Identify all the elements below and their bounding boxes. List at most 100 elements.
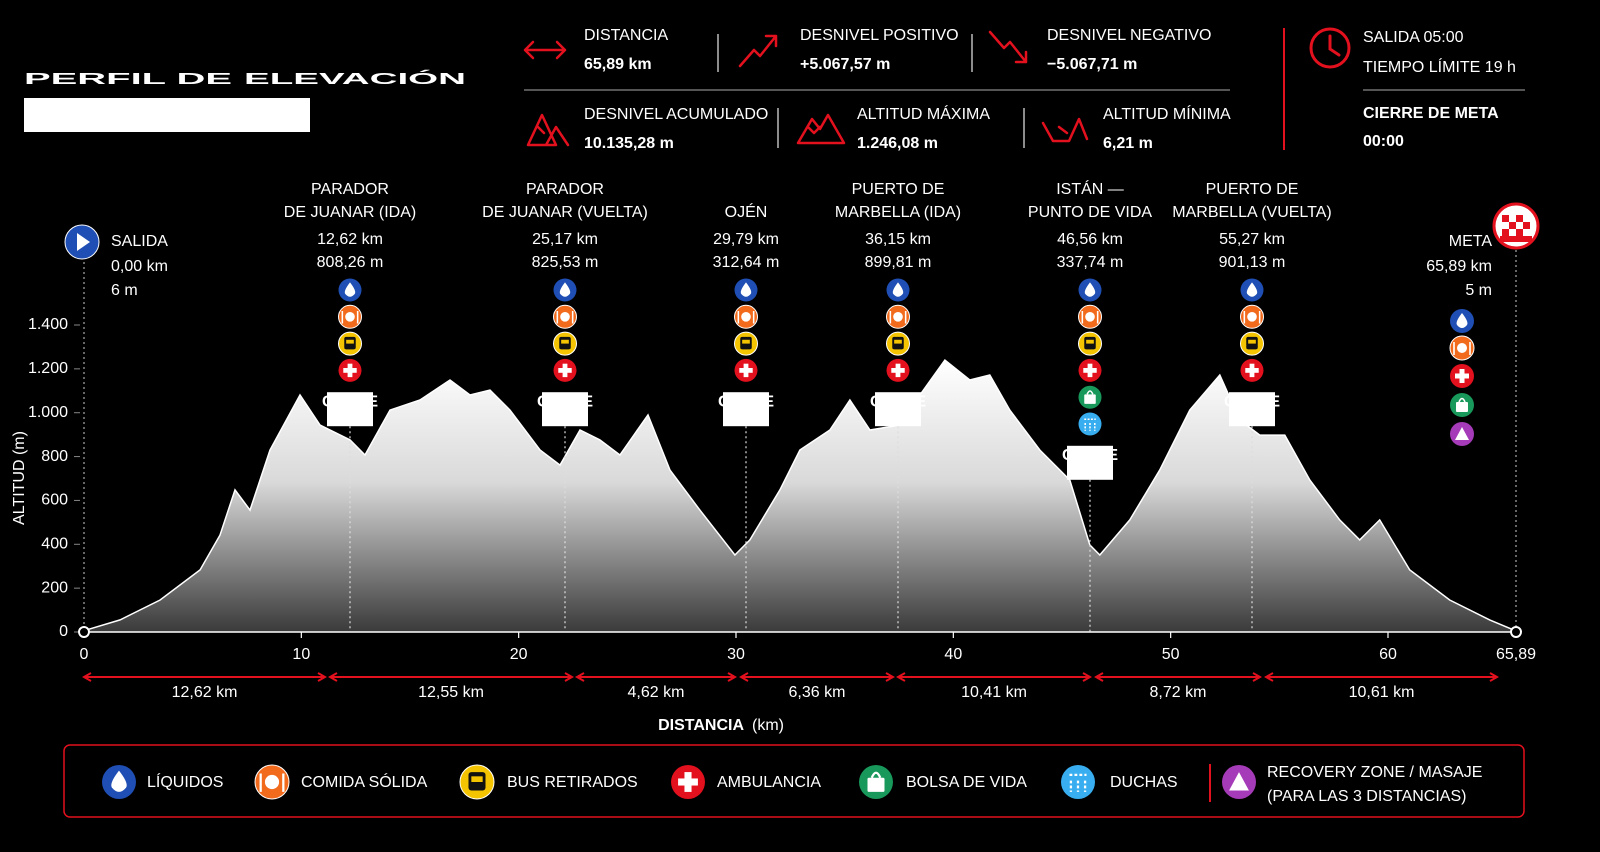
stat-label: DESNIVEL POSITIVO [800,27,959,44]
start-km: 0,00 km [111,258,168,275]
checkpoint-km: 12,62 km [317,231,383,248]
checkpoint-name: PARADOR [526,181,604,198]
cut-label: CORTE [1224,393,1280,410]
legend-label: COMIDA SÓLIDA [301,772,428,791]
icon-glyph [741,312,751,322]
cut-time: 15:00 [878,407,919,424]
checkpoint-name: OJÉN [725,202,768,221]
cut-label: CORTE [322,393,378,410]
cut-box [542,392,588,427]
legend-box [63,744,1525,818]
cut-label: CORTE [718,393,774,410]
schedule-finish-time: 00:00 [1363,133,1404,150]
checkpoint-altitude: 899,81 m [865,254,932,271]
cut-box [327,392,373,427]
icon-glyph [1453,342,1471,355]
icon-glyph [1086,339,1094,344]
checkpoint-name: PUERTO DE [852,181,945,198]
x-tick-label: 65,89 [1496,646,1536,663]
segment-arrow [1263,672,1500,682]
checkpoint-km: 46,56 km [1057,231,1123,248]
y-tick-label: 1.200 [28,360,68,377]
legend-label: DUCHAS [1110,774,1178,791]
icon-glyph [1243,311,1261,324]
y-tick-label: 400 [41,536,68,553]
finish-altitude: 5 m [1465,282,1492,299]
finish-dot [1510,626,1522,638]
stat-label: DESNIVEL ACUMULADO [584,106,768,123]
icon-glyph [740,282,752,297]
stat-label: ALTITUD MÁXIMA [857,104,990,123]
segment-label: 12,62 km [172,684,238,701]
schedule-start: SALIDA 05:00 [1363,29,1464,46]
x-tick-label: 50 [1162,646,1180,663]
cut-box [723,392,769,427]
stat-icon [526,113,570,147]
cut-time: 18:00 [1070,461,1111,478]
stat-value: 6,21 m [1103,135,1153,152]
checkpoint-name: DE JUANAR (VUELTA) [482,204,648,221]
icon-glyph [889,311,907,324]
legend-label: BUS RETIRADOS [507,774,638,791]
stat-value: 1.246,08 m [857,135,938,152]
schedule-finish-label: CIERRE DE META [1363,105,1499,122]
legend-label: LÍQUIDOS [147,772,223,791]
clock-icon [1309,27,1351,69]
stat-value: +5.067,57 m [800,56,890,73]
stat-icon [738,34,778,68]
subtitle-box [24,98,310,132]
icon-glyph [1248,339,1256,344]
legend-label: BOLSA DE VIDA [906,774,1027,791]
icon-glyph [346,339,354,344]
y-tick-label: 200 [41,579,68,596]
finish-check [1516,215,1523,222]
y-axis-label: ALTITUD (m) [11,431,28,525]
icon-glyph [742,339,750,344]
segment-arrow [738,672,896,682]
segment-label: 10,61 km [1349,684,1415,701]
start-altitude: 6 m [111,282,138,299]
finish-check [1502,229,1509,236]
checkpoint-altitude: 825,53 m [532,254,599,271]
icon-glyph [1086,390,1094,395]
elevation-line [83,359,1517,632]
x-tick-label: 30 [727,646,745,663]
finish-base [1500,236,1532,242]
icon-glyph [341,311,359,324]
icon-glyph [1456,402,1468,412]
finish-name: META [1449,233,1493,250]
checkpoint-km: 36,15 km [865,231,931,248]
legend-label: AMBULANCIA [717,774,821,791]
finish-check [1523,222,1530,229]
cut-box [875,392,921,427]
cut-label: CORTE [537,393,593,410]
checkpoint-name: ISTÁN — [1056,179,1124,198]
segment-label: 12,55 km [418,684,484,701]
checkpoint-name: DE JUANAR (IDA) [284,204,416,221]
icon-glyph [867,777,885,792]
icon-glyph [1247,312,1257,322]
checkpoint-name: PUERTO DE [1206,181,1299,198]
icon-glyph [345,312,355,322]
cut-box [1067,445,1113,480]
icon-glyph [1455,373,1469,379]
icon-glyph [1069,773,1087,792]
icon-glyph [1084,394,1096,404]
checkpoint-name: PUNTO DE VIDA [1028,204,1153,221]
checkpoint-km: 25,17 km [532,231,598,248]
icon-glyph [1246,282,1258,297]
stat-label: ALTITUD MÍNIMA [1103,104,1231,123]
cut-time: 08:00 [330,407,371,424]
icon-glyph [1085,312,1095,322]
y-tick-label: 1.400 [28,316,68,333]
x-axis-unit: (km) [752,717,784,734]
icon-glyph [1083,368,1097,373]
cut-label: CORTE [1062,447,1118,464]
segment-arrow [81,672,328,682]
icon-glyph [558,368,572,373]
icon-glyph [737,311,755,324]
y-tick-label: 600 [41,492,68,509]
icon-glyph [1229,772,1249,791]
segment-arrow [1093,672,1263,682]
finish-check [1509,222,1516,229]
